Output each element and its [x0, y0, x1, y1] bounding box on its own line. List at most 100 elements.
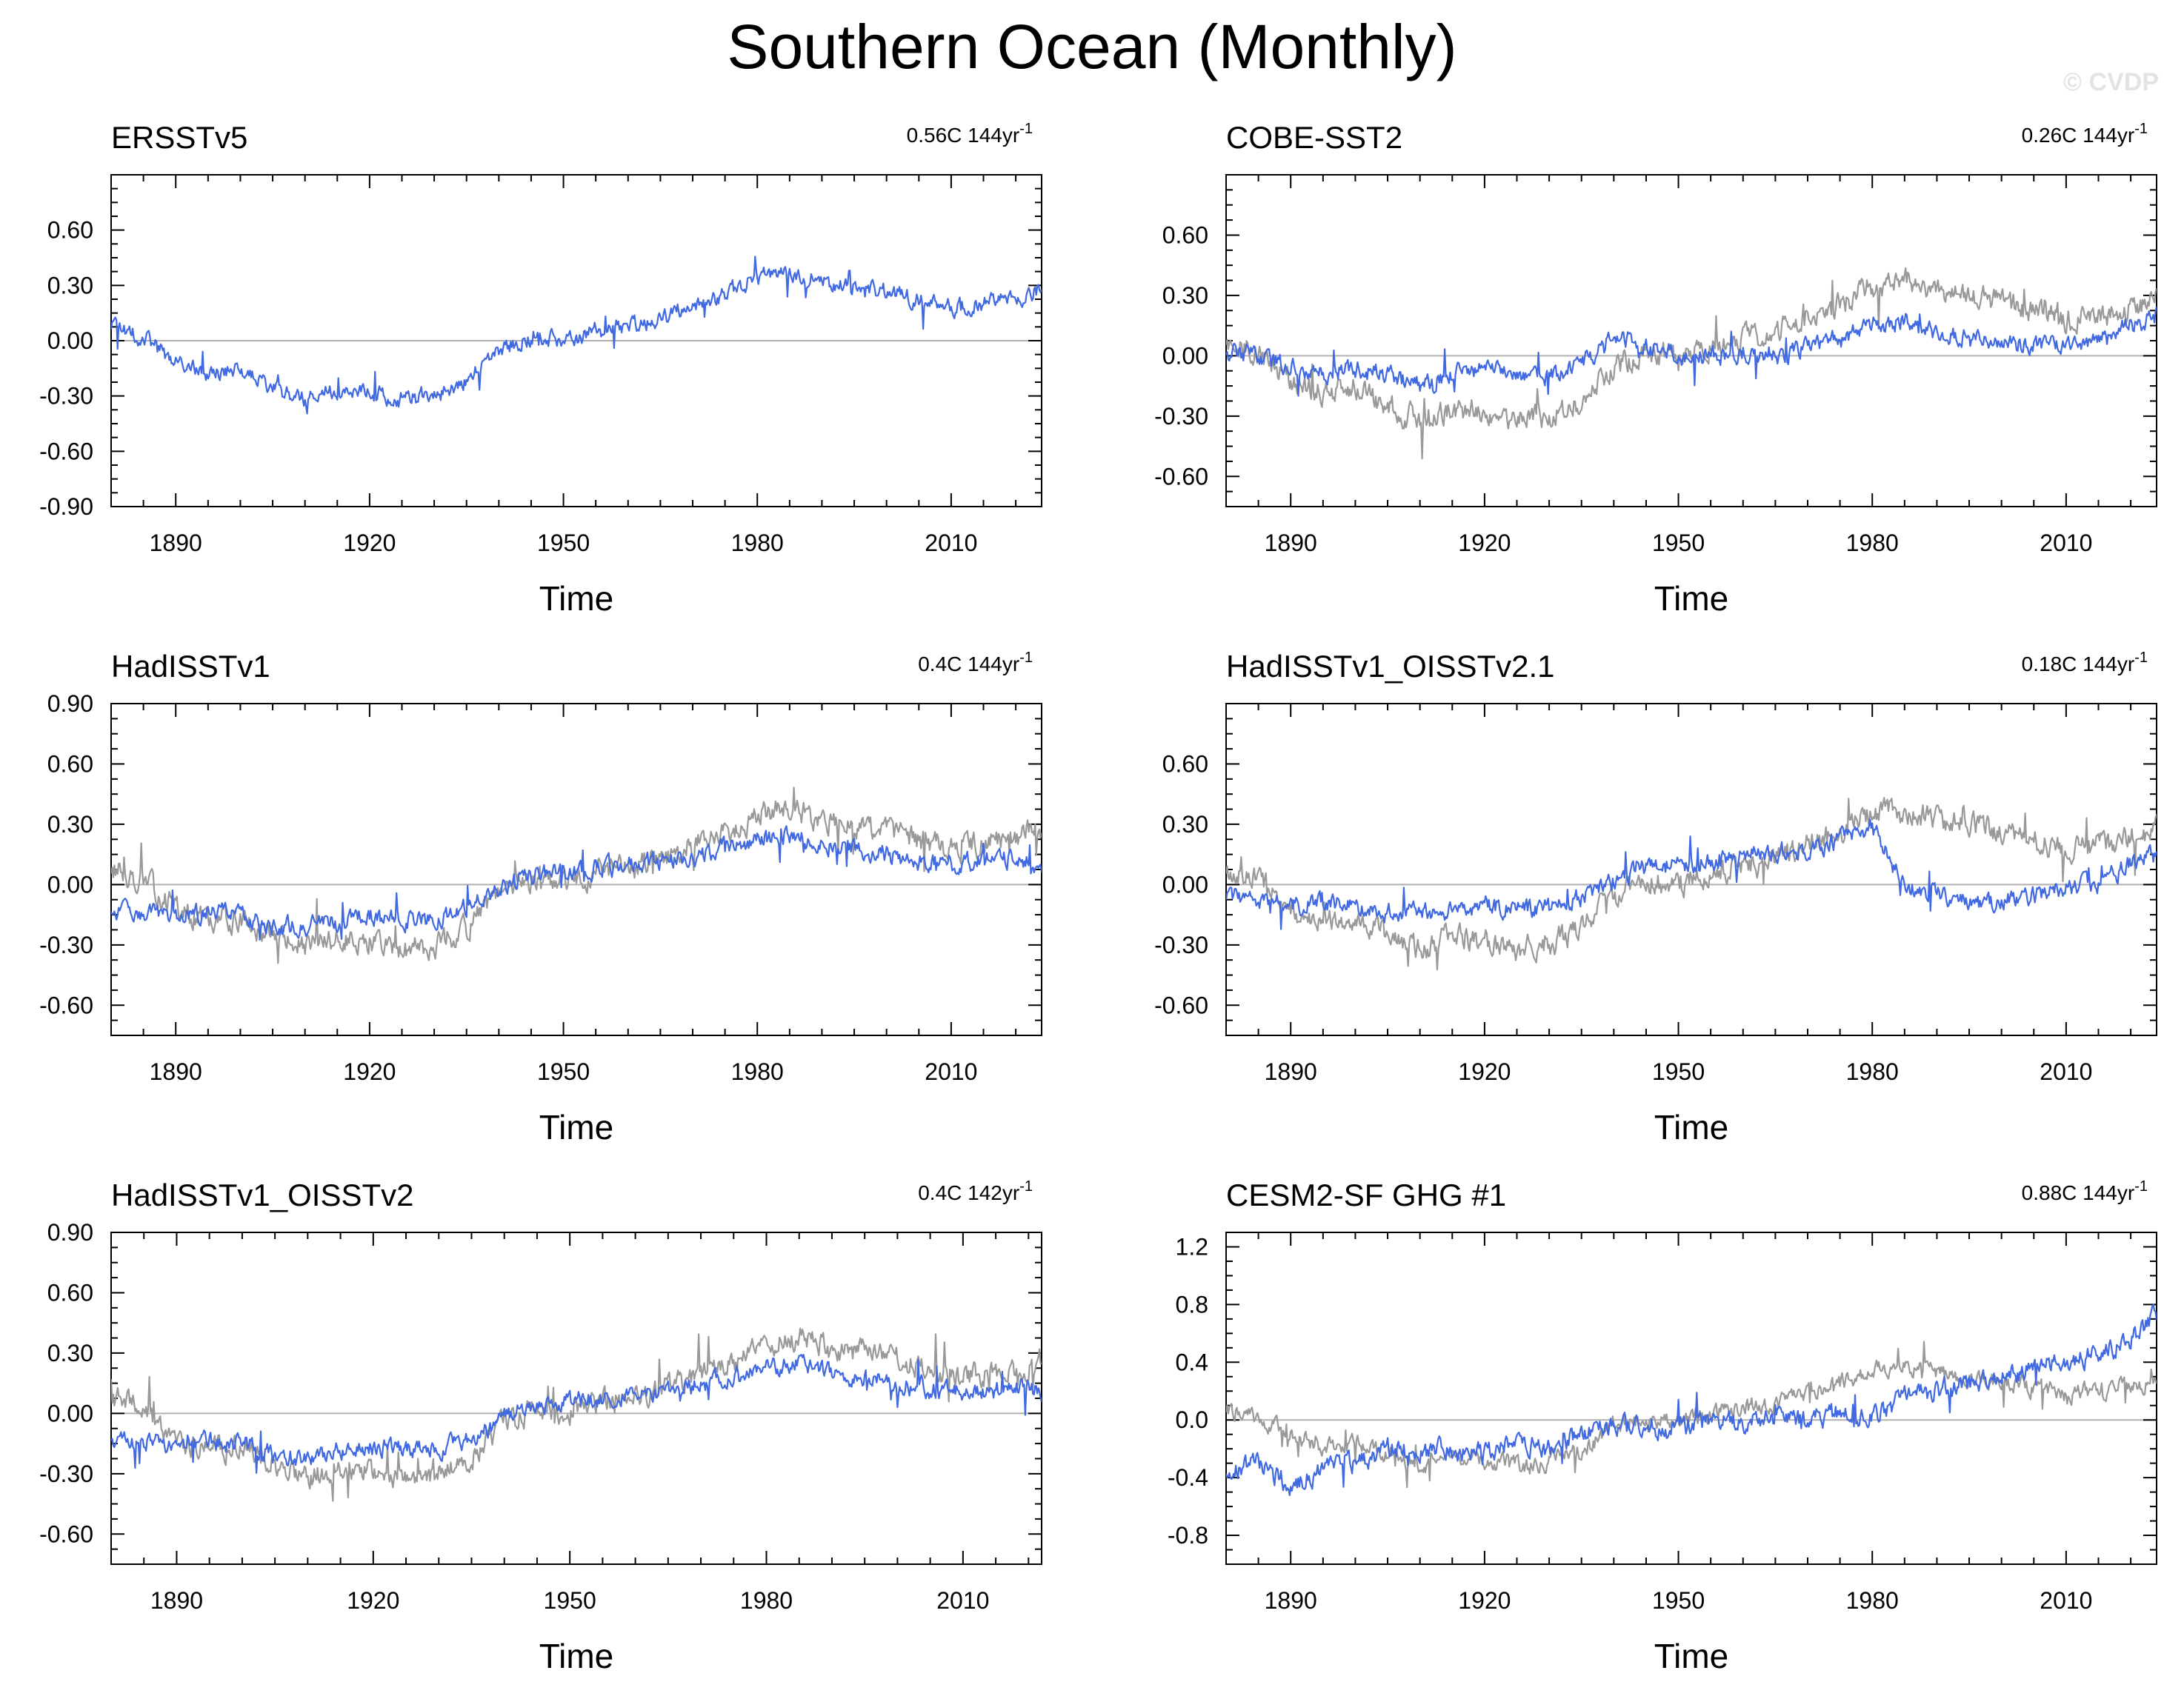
series-group — [111, 1327, 1042, 1502]
panel-title: CESM2-SF GHG #1 — [1226, 1178, 1506, 1212]
y-tick-label: 0.90 — [47, 690, 93, 717]
y-tick-label: 0.00 — [47, 327, 93, 354]
y-tick-label: 0.30 — [1162, 811, 1208, 838]
observed-series-line — [1226, 306, 2157, 397]
x-tick-label: 1890 — [1265, 1587, 1317, 1614]
x-tick-label: 2010 — [2040, 1587, 2092, 1614]
x-tick-label: 1980 — [1846, 530, 1899, 556]
x-tick-label: 2010 — [936, 1587, 989, 1614]
y-tick-label: 0.30 — [47, 811, 93, 838]
x-tick-label: 1920 — [1458, 1058, 1511, 1085]
y-tick-label: -0.60 — [1154, 992, 1208, 1018]
x-tick-label: 2010 — [2040, 530, 2092, 556]
y-tick-label: -0.30 — [39, 383, 93, 410]
plot-frame — [110, 703, 1042, 1036]
y-tick-label: 0.60 — [47, 1279, 93, 1306]
plot-frame — [1225, 703, 2157, 1036]
trend-label: 0.88C 144yr-1 — [2022, 1178, 2148, 1204]
trend-label: 0.4C 142yr-1 — [918, 1178, 1033, 1204]
trend-label: 0.4C 144yr-1 — [918, 650, 1033, 675]
y-tick-label: -0.30 — [1154, 932, 1208, 958]
y-tick-label: 0.00 — [1162, 342, 1208, 369]
x-axis-label: Time — [1654, 1108, 1729, 1146]
y-tick-label: 0.00 — [1162, 871, 1208, 898]
x-tick-label: 1950 — [1652, 1058, 1705, 1085]
observed-series-line — [111, 256, 1042, 415]
y-tick-label: 0.30 — [47, 1340, 93, 1366]
reference-series-line — [111, 1327, 1042, 1502]
watermark: © CVDP — [2063, 68, 2159, 96]
observed-series-line — [1226, 1304, 2157, 1497]
x-tick-label: 1920 — [343, 530, 396, 556]
panel-2: 1890 1920 1950 1980 2010 -0.60 -0.30 0.00 0.30 0.… — [1154, 120, 2157, 618]
x-tick-label: 2010 — [925, 530, 977, 556]
y-tick-label: -0.4 — [1168, 1464, 1208, 1491]
series-group — [1226, 1304, 2157, 1497]
observed-series-line — [1226, 818, 2157, 930]
reference-series-line — [1226, 267, 2157, 460]
y-tick-label: 0.30 — [1162, 282, 1208, 309]
y-tick-label: -0.30 — [1154, 403, 1208, 430]
y-tick-label: -0.60 — [1154, 463, 1208, 490]
trend-label: 0.18C 144yr-1 — [2022, 650, 2148, 675]
x-tick-label: 1890 — [150, 530, 202, 556]
plot-frame — [1225, 174, 2157, 507]
x-tick-label: 1890 — [150, 1587, 203, 1614]
panel-title: HadISSTv1 — [111, 649, 270, 684]
x-tick-label: 1950 — [537, 1058, 590, 1085]
x-tick-label: 1950 — [544, 1587, 596, 1614]
x-tick-label: 1920 — [343, 1058, 396, 1085]
x-tick-label: 1980 — [731, 1058, 784, 1085]
reference-series-line — [1226, 797, 2157, 971]
panel-title: HadISSTv1_OISSTv2 — [111, 1178, 414, 1212]
series-group — [111, 256, 1042, 415]
x-axis-label: Time — [1654, 579, 1729, 618]
observed-series-line — [111, 1354, 1042, 1474]
x-tick-label: 2010 — [925, 1058, 977, 1085]
y-tick-label: -0.60 — [39, 992, 93, 1018]
panel-title: HadISSTv1_OISSTv2.1 — [1226, 649, 1555, 684]
x-axis-label: Time — [539, 1108, 614, 1146]
x-tick-label: 1980 — [1846, 1058, 1899, 1085]
series-group — [1226, 797, 2157, 971]
panel-title: ERSSTv5 — [111, 120, 247, 155]
y-tick-label: -0.60 — [39, 1521, 93, 1547]
y-tick-label: 1.2 — [1176, 1233, 1208, 1260]
reference-series-line — [1226, 1341, 2157, 1489]
panel-4: 1890 1920 1950 1980 2010 -0.60 -0.30 0.00 0.30 0.… — [1154, 649, 2157, 1146]
reference-series-line — [111, 787, 1042, 964]
y-tick-label: 0.60 — [47, 750, 93, 777]
x-tick-label: 1980 — [740, 1587, 793, 1614]
y-tick-label: 0.90 — [47, 1219, 93, 1246]
panel-1: 1890 1920 1950 1980 2010 -0.90 -0.60 -0.30 0.00 0… — [39, 120, 1042, 618]
figure-title: Southern Ocean (Monthly) — [727, 12, 1457, 81]
y-tick-label: 0.60 — [1162, 750, 1208, 777]
series-group — [1226, 267, 2157, 460]
y-tick-label: -0.8 — [1168, 1522, 1208, 1549]
trend-label: 0.26C 144yr-1 — [2022, 121, 2148, 147]
panel-6: 1890 1920 1950 1980 2010 -0.8 -0.4 0.0 0.4 0.8 1.2… — [1168, 1178, 2157, 1675]
y-tick-label: 0.8 — [1176, 1291, 1208, 1318]
x-tick-label: 1950 — [1652, 1587, 1705, 1614]
y-tick-label: -0.60 — [39, 438, 93, 464]
x-tick-label: 1920 — [1458, 530, 1511, 556]
x-tick-label: 1980 — [1846, 1587, 1899, 1614]
x-tick-label: 1890 — [1265, 530, 1317, 556]
x-tick-label: 1890 — [150, 1058, 202, 1085]
y-tick-label: 0.00 — [47, 871, 93, 898]
y-tick-label: 0.60 — [1162, 221, 1208, 248]
y-tick-label: -0.30 — [39, 1461, 93, 1487]
x-tick-label: 1920 — [347, 1587, 399, 1614]
x-axis-label: Time — [539, 579, 614, 618]
observed-series-line — [111, 825, 1042, 941]
y-tick-label: 0.00 — [47, 1400, 93, 1426]
y-tick-label: -0.30 — [39, 932, 93, 958]
y-tick-label: 0.0 — [1176, 1406, 1208, 1433]
plot-frame — [1225, 1232, 2157, 1565]
x-tick-label: 1890 — [1265, 1058, 1317, 1085]
x-tick-label: 1950 — [1652, 530, 1705, 556]
x-axis-label: Time — [539, 1637, 614, 1675]
trend-label: 0.56C 144yr-1 — [907, 121, 1033, 147]
